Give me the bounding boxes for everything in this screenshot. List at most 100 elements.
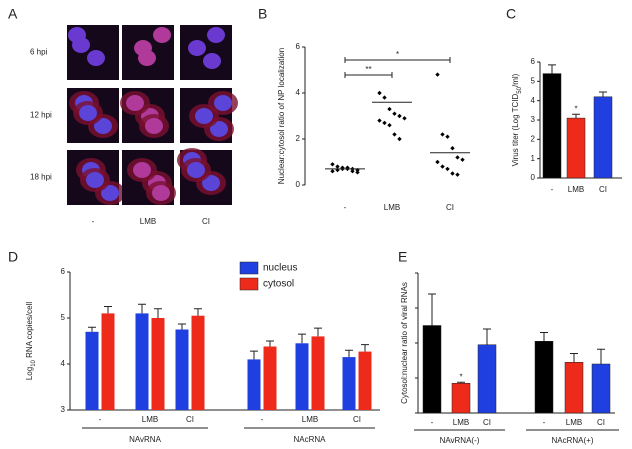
annotation: * xyxy=(459,372,462,381)
dot xyxy=(350,169,355,174)
column-label: LMB xyxy=(140,217,156,226)
dot xyxy=(392,132,397,137)
y-axis-label: Cytosol:nuclear ratio of viral RNAs xyxy=(400,282,409,404)
y-tick-label: 6 xyxy=(61,267,66,276)
error-bar xyxy=(298,333,306,344)
group-label: NAvRNA(-) xyxy=(440,436,480,445)
error-bar xyxy=(599,91,607,97)
y-axis-label: Nuclear:cytosol ratio of NP localization xyxy=(277,48,286,184)
nucleus xyxy=(152,185,170,201)
y-tick-label: 1 xyxy=(531,154,536,163)
panel-letter: C xyxy=(506,6,516,22)
error-bar xyxy=(138,303,146,314)
nucleus xyxy=(72,37,90,53)
significance-label: ** xyxy=(365,65,371,74)
panel-letter: B xyxy=(258,6,267,22)
row-label: 12 hpi xyxy=(30,111,52,120)
y-axis-label: Log10 RNA copies/cell xyxy=(25,302,36,381)
y-tick-label: 4 xyxy=(61,359,66,368)
bar xyxy=(263,346,277,410)
x-tick-label: LMB xyxy=(302,415,318,424)
bar xyxy=(191,315,205,410)
group-label: NAcRNA xyxy=(293,435,326,444)
error-bar xyxy=(250,350,258,360)
x-tick-label: - xyxy=(431,418,434,427)
dot xyxy=(455,172,460,177)
x-tick-label: LMB xyxy=(568,185,584,194)
dot xyxy=(450,171,455,176)
dot xyxy=(377,90,382,96)
error-bar xyxy=(540,332,548,342)
nucleus xyxy=(138,50,156,66)
error-bar xyxy=(428,293,436,326)
dot xyxy=(440,164,445,169)
bar xyxy=(534,341,554,414)
nucleus xyxy=(145,118,163,134)
y-tick-label: 6 xyxy=(296,42,301,51)
bar xyxy=(422,325,442,414)
error-bar xyxy=(483,328,491,345)
bar xyxy=(311,336,325,410)
error-bar xyxy=(570,353,578,363)
error-bar xyxy=(154,308,162,318)
nucleus xyxy=(195,108,213,124)
bar xyxy=(175,329,189,410)
x-tick-label: LMB xyxy=(566,418,582,427)
dot xyxy=(455,155,460,160)
x-tick-label: CI xyxy=(446,203,454,212)
nucleus xyxy=(133,162,151,178)
y-tick-label: 5 xyxy=(61,313,66,322)
y-axis-label-part: RNA copies/cell xyxy=(25,302,34,360)
y-tick-label: 2 xyxy=(296,134,301,143)
nucleus xyxy=(203,53,221,69)
legend-label: nucleus xyxy=(263,263,297,274)
nucleus xyxy=(101,185,119,201)
error-bar xyxy=(572,113,580,119)
x-tick-label: - xyxy=(99,415,102,424)
x-tick-label: CI xyxy=(353,415,361,424)
x-tick-label: - xyxy=(344,203,347,212)
significance-bracket xyxy=(344,57,451,63)
bar xyxy=(85,331,99,410)
dot xyxy=(460,157,465,162)
bar xyxy=(564,362,584,414)
nucleus xyxy=(87,50,105,66)
dot xyxy=(440,132,445,137)
dot xyxy=(445,134,450,139)
dot xyxy=(382,120,387,126)
legend-swatch xyxy=(239,261,259,275)
dot xyxy=(335,164,340,169)
bar xyxy=(295,343,309,410)
y-axis-label-part: Log xyxy=(25,367,34,380)
row-label: 6 hpi xyxy=(30,48,48,57)
nucleus xyxy=(153,27,171,43)
y-axis-label: Virus titer (Log TCID50/ml) xyxy=(511,73,522,166)
dot xyxy=(435,159,440,165)
nucleus xyxy=(126,95,144,111)
x-tick-label: CI xyxy=(599,185,607,194)
dot xyxy=(392,111,397,116)
bar xyxy=(342,357,356,410)
error-bar xyxy=(597,348,605,364)
x-tick-label: LMB xyxy=(384,203,400,212)
nucleus xyxy=(188,40,206,56)
y-tick-label: 2 xyxy=(531,134,536,143)
legend-label: cytosol xyxy=(263,279,294,290)
bar xyxy=(542,73,562,179)
bar xyxy=(477,344,497,414)
panel-letter: D xyxy=(8,249,18,265)
nucleus xyxy=(202,175,220,191)
error-bar xyxy=(104,306,112,314)
error-bar xyxy=(361,344,369,352)
bar xyxy=(151,318,165,410)
dot xyxy=(397,136,402,142)
bar xyxy=(451,383,471,414)
x-tick-label: - xyxy=(543,418,546,427)
x-tick-label: CI xyxy=(597,418,605,427)
bar xyxy=(593,96,613,179)
bar xyxy=(591,363,611,414)
bar xyxy=(358,351,372,410)
nucleus xyxy=(86,172,104,188)
y-tick-label: 3 xyxy=(61,405,66,414)
